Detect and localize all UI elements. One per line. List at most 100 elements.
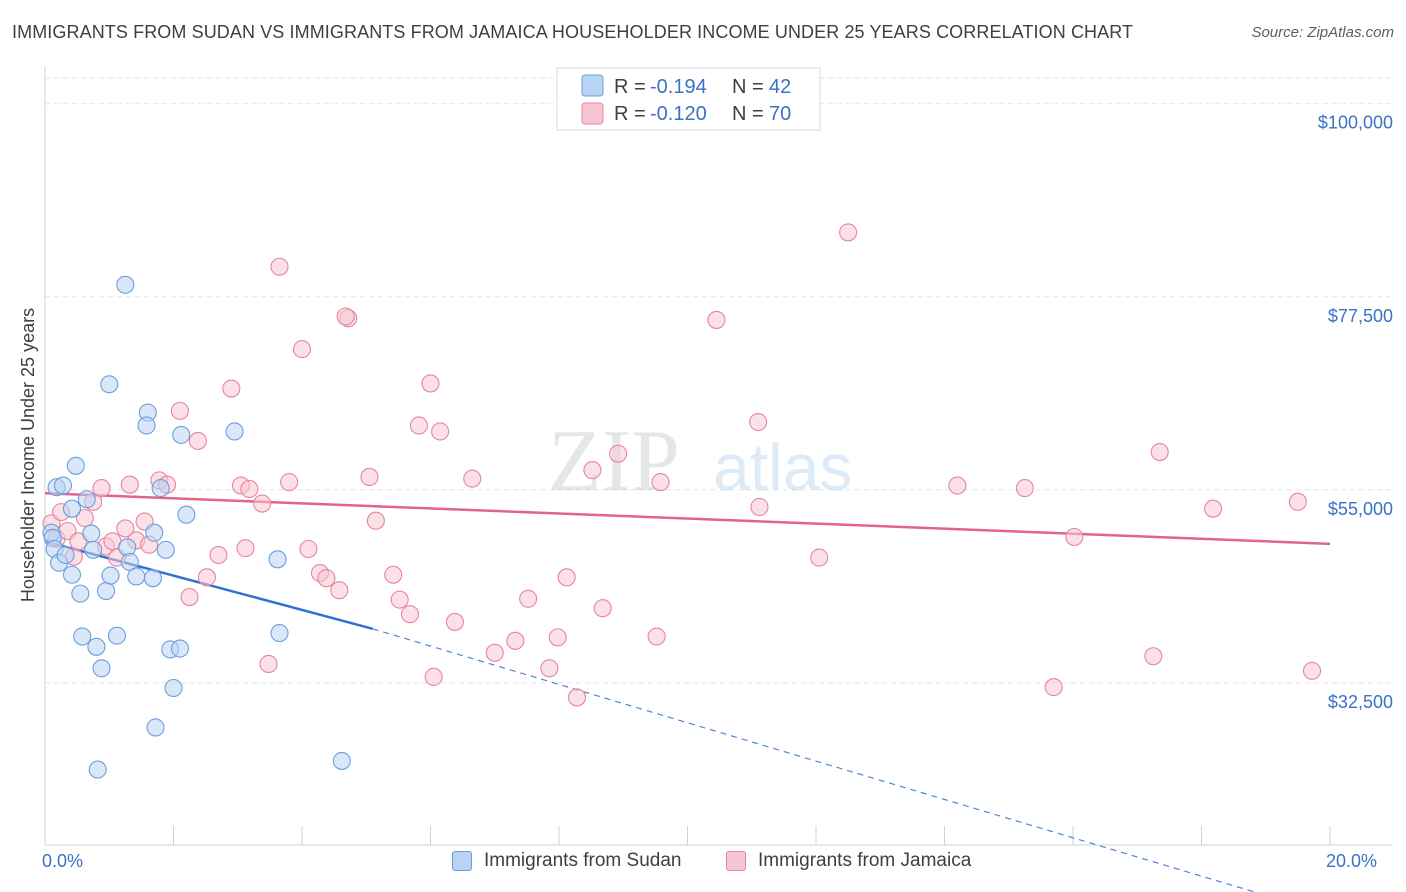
legend-item-jamaica[interactable]: Immigrants from Jamaica — [726, 850, 971, 872]
y-tick-label: $55,000 — [1328, 499, 1393, 519]
point-jamaica — [240, 479, 259, 499]
point-jamaica — [1150, 443, 1169, 462]
watermark: ZIP atlas — [548, 413, 852, 510]
point-jamaica — [485, 643, 504, 662]
point-jamaica — [317, 569, 336, 588]
point-sudan — [77, 490, 96, 509]
point-jamaica — [567, 688, 587, 707]
stats-box: R = -0.194 N = 42 R = -0.120 N = 70 — [556, 67, 821, 131]
point-sudan — [170, 639, 189, 658]
point-jamaica — [336, 307, 355, 326]
legend-swatch-jamaica — [726, 851, 746, 871]
point-sudan — [107, 626, 127, 645]
point-jamaica — [253, 494, 272, 513]
point-sudan — [145, 523, 164, 542]
y-axis-title: Householder Income Under 25 years — [18, 308, 38, 602]
point-jamaica — [75, 509, 94, 528]
point-sudan — [101, 566, 120, 585]
point-jamaica — [540, 659, 559, 678]
point-sudan — [177, 505, 196, 524]
point-sudan — [172, 425, 191, 444]
y-tick-label: $32,500 — [1328, 692, 1393, 712]
point-jamaica — [390, 590, 409, 609]
stats-n-label-jamaica: N = — [732, 103, 764, 125]
y-tick-labels: $32,500 $55,000 $77,500 $100,000 — [1318, 113, 1393, 712]
point-sudan — [82, 524, 101, 543]
watermark-atlas: atlas — [713, 430, 852, 504]
point-jamaica — [299, 539, 318, 559]
source-credit: Source: ZipAtlas.com — [1251, 24, 1394, 41]
point-sudan — [127, 567, 146, 586]
point-sudan — [87, 637, 106, 656]
legend-label-jamaica: Immigrants from Jamaica — [758, 850, 972, 871]
point-jamaica — [116, 519, 135, 538]
point-jamaica — [424, 667, 443, 686]
legend: Immigrants from Sudan Immigrants from Ja… — [0, 850, 1406, 878]
point-sudan — [270, 624, 289, 643]
point-sudan — [53, 476, 73, 495]
point-jamaica — [236, 539, 255, 558]
point-jamaica — [749, 412, 768, 432]
point-jamaica — [431, 422, 450, 441]
point-sudan — [116, 275, 135, 294]
point-jamaica — [810, 548, 829, 567]
point-jamaica — [180, 588, 199, 607]
point-jamaica — [400, 605, 419, 624]
legend-label-sudan: Immigrants from Sudan — [484, 850, 682, 871]
point-jamaica — [366, 511, 385, 530]
point-jamaica — [707, 310, 726, 329]
point-jamaica — [1065, 527, 1084, 547]
data-points — [42, 223, 1322, 779]
point-sudan — [96, 581, 116, 601]
chart-title: IMMIGRANTS FROM SUDAN VS IMMIGRANTS FROM… — [12, 22, 1134, 42]
legend-item-sudan[interactable]: Immigrants from Sudan — [452, 850, 681, 872]
stats-r-label-jamaica: R = — [614, 103, 646, 125]
point-sudan — [56, 545, 75, 565]
stats-swatch-sudan — [581, 74, 604, 97]
point-sudan — [225, 422, 244, 441]
point-jamaica — [409, 416, 428, 435]
point-jamaica — [506, 631, 525, 650]
point-sudan — [62, 499, 82, 518]
stats-swatch-jamaica — [581, 102, 604, 125]
point-sudan — [164, 678, 183, 698]
point-jamaica — [557, 568, 576, 587]
point-jamaica — [750, 497, 769, 517]
point-sudan — [71, 584, 90, 603]
point-jamaica — [1144, 647, 1163, 666]
point-sudan — [73, 627, 92, 646]
x-tick-label-max: 20.0% — [1326, 851, 1378, 871]
point-jamaica — [445, 612, 464, 631]
point-sudan — [66, 456, 85, 475]
point-jamaica — [463, 469, 482, 488]
point-jamaica — [384, 565, 403, 584]
point-jamaica — [651, 473, 670, 492]
point-jamaica — [209, 545, 228, 565]
point-sudan — [137, 416, 156, 435]
point-jamaica — [120, 475, 139, 494]
gridlines — [45, 77, 1392, 684]
point-jamaica — [548, 628, 567, 647]
stats-n-value-jamaica: 70 — [769, 103, 791, 125]
point-jamaica — [583, 461, 602, 480]
point-sudan — [92, 659, 111, 678]
stats-r-value-jamaica: -0.120 — [650, 103, 707, 125]
point-jamaica — [839, 223, 858, 242]
point-sudan — [332, 751, 351, 770]
point-jamaica — [170, 401, 189, 420]
x-tick-label-min: 0.0% — [42, 851, 84, 871]
stats-n-label-sudan: N = — [732, 76, 764, 98]
y-tick-label: $100,000 — [1318, 113, 1393, 133]
point-jamaica — [1015, 479, 1034, 498]
point-jamaica — [92, 479, 111, 498]
point-jamaica — [1302, 661, 1322, 680]
point-sudan — [146, 718, 165, 737]
point-sudan — [143, 569, 162, 588]
point-jamaica — [1204, 499, 1223, 518]
point-jamaica — [519, 589, 538, 608]
stats-r-label-sudan: R = — [614, 76, 646, 98]
point-jamaica — [197, 568, 216, 587]
point-sudan — [268, 550, 287, 569]
point-jamaica — [421, 374, 440, 393]
